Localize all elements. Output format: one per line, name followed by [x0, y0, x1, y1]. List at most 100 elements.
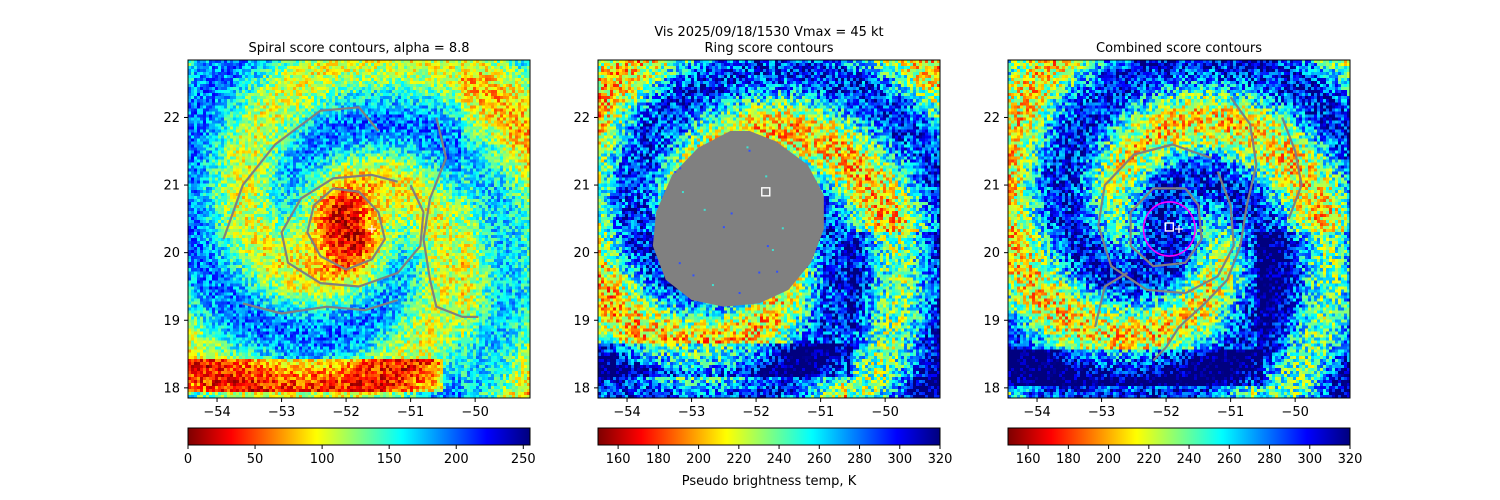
panel-combined: Combined score contours −54 −53 −52 −51 −50 1…	[983, 41, 1362, 467]
colorbar-tick-label: 300	[1297, 452, 1322, 467]
mask-speckle	[771, 248, 774, 251]
colorbar-frame	[597, 427, 941, 446]
figure-suptitle: Vis 2025/09/18/1530 Vmax = 45 kt	[654, 25, 883, 40]
colorbar-tick-label: 160	[606, 452, 631, 467]
ring-radius-circle	[1142, 201, 1196, 257]
panel-spiral-title: Spiral score contours, alpha = 8.8	[248, 41, 469, 56]
colorbar-tick-label: 150	[377, 452, 402, 467]
overlay-group	[222, 106, 479, 318]
mask-speckle	[681, 191, 684, 194]
colorbar-tick-label: 250	[511, 452, 536, 467]
colorbar-tick-label: 160	[1016, 452, 1041, 467]
contour-arm-far-east	[1281, 117, 1303, 220]
colorbar-gradient	[598, 428, 940, 445]
y-tick-label: 19	[573, 314, 590, 329]
center-plus-marker	[367, 225, 376, 233]
colorbar-tick-label: 50	[247, 452, 264, 467]
contour-arm-south	[242, 298, 399, 315]
x-tick-label: −50	[461, 405, 488, 420]
colorbar-tick-label: 200	[686, 452, 711, 467]
colorbar-label: Pseudo brightness temp, K	[682, 474, 857, 489]
colorbar-tick-label: 280	[847, 452, 872, 467]
colorbar-tick-label: 260	[1217, 452, 1242, 467]
contour-mid	[280, 173, 425, 288]
contour-arm-east	[422, 117, 479, 318]
center-plus-marker	[1175, 225, 1183, 233]
mask-speckle	[730, 212, 733, 215]
colorbar-tick-label: 280	[1257, 452, 1282, 467]
colorbar-tick-label: 200	[444, 452, 469, 467]
axes-frame	[597, 59, 941, 399]
y-tick-label: 20	[983, 246, 1000, 261]
panel-spiral: Spiral score contours, alpha = 8.8 −54 −5…	[163, 41, 535, 467]
colorbar-tick-label: 320	[1338, 452, 1363, 467]
x-tick-label: −54	[1023, 405, 1050, 420]
mask-speckle	[738, 292, 741, 295]
x-tick-label: −54	[203, 405, 230, 420]
y-tick-label: 22	[163, 111, 180, 126]
mask-speckle	[722, 226, 725, 229]
x-tick-label: −50	[1281, 405, 1308, 420]
mask-speckle	[766, 245, 769, 248]
mask-speckle	[674, 171, 677, 174]
contour-inner	[306, 187, 386, 271]
colorbar-tick-label: 100	[310, 452, 335, 467]
axes-frame	[1007, 59, 1351, 399]
mask-speckle	[703, 208, 706, 211]
contour-arm-west	[222, 106, 380, 240]
x-tick-label: −51	[1217, 405, 1244, 420]
mask-speckle	[679, 167, 682, 170]
colorbar-tick-label: 0	[184, 452, 192, 467]
x-tick-label: −51	[807, 405, 834, 420]
colorbar-tick-label: 320	[928, 452, 953, 467]
axes-frame	[187, 59, 531, 399]
y-tick-label: 18	[573, 381, 590, 396]
panel-ring-title: Ring score contours	[704, 41, 833, 56]
colorbar-tick-label: 200	[1096, 452, 1121, 467]
y-tick-label: 22	[573, 111, 590, 126]
y-tick-label: 21	[983, 179, 1000, 194]
colorbar-tick-label: 180	[646, 452, 671, 467]
overlay-group	[1094, 96, 1303, 362]
y-tick-label: 21	[573, 179, 590, 194]
mask-speckle	[711, 284, 714, 287]
colorbar-tick-label: 260	[807, 452, 832, 467]
heatmap-field	[188, 60, 530, 398]
mask-speckle	[758, 271, 761, 274]
mask-speckle	[765, 175, 768, 178]
mask-speckle	[776, 270, 779, 273]
y-tick-label: 19	[163, 314, 180, 329]
y-tick-label: 22	[983, 111, 1000, 126]
x-tick-label: −53	[268, 405, 295, 420]
colorbar-tick-label: 300	[887, 452, 912, 467]
colorbar-tick-label: 180	[1056, 452, 1081, 467]
colorbar-frame	[187, 427, 531, 446]
panel-ring: Ring score contours −54 −53 −52 −51 −50 18 19 2…	[573, 41, 952, 467]
x-tick-label: −52	[332, 405, 359, 420]
y-tick-label: 19	[983, 314, 1000, 329]
colorbar-tick-label: 220	[1136, 452, 1161, 467]
contour-arm-east	[1152, 96, 1258, 362]
colorbar-tick-label: 220	[726, 452, 751, 467]
mask-speckle	[746, 146, 749, 149]
mask-speckle	[678, 262, 681, 265]
colorbar-gradient	[188, 428, 530, 445]
y-tick-label: 18	[983, 381, 1000, 396]
mask-speckle	[748, 149, 751, 152]
overlay-group	[652, 130, 824, 307]
x-tick-label: −50	[871, 405, 898, 420]
x-tick-label: −52	[1152, 405, 1179, 420]
x-tick-label: −53	[1088, 405, 1115, 420]
x-tick-label: −51	[397, 405, 424, 420]
y-tick-label: 21	[163, 179, 180, 194]
y-tick-label: 20	[573, 246, 590, 261]
y-tick-label: 18	[163, 381, 180, 396]
contour-inner	[1129, 187, 1203, 268]
colorbar-frame	[1007, 427, 1351, 446]
center-square-marker	[1164, 222, 1175, 232]
x-tick-label: −52	[742, 405, 769, 420]
center-square-marker	[761, 187, 771, 197]
mask-speckle	[781, 227, 784, 230]
panel-combined-title: Combined score contours	[1096, 41, 1262, 56]
